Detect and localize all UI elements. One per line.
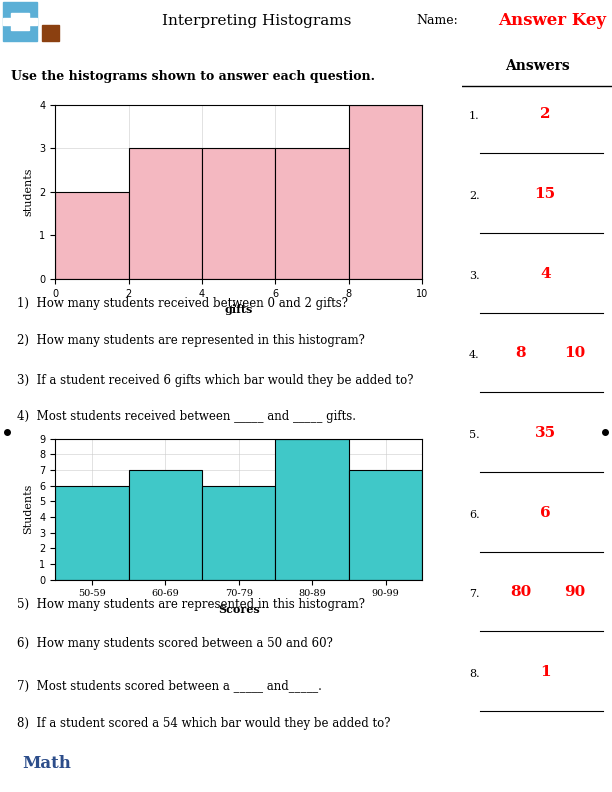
Text: 1-8  88  75  63  50  38  25  13  0: 1-8 88 75 63 50 38 25 13 0 <box>456 759 603 767</box>
Text: Answers: Answers <box>505 59 569 73</box>
Text: Use the histograms shown to answer each question.: Use the histograms shown to answer each … <box>10 70 375 83</box>
Text: 80: 80 <box>510 585 531 600</box>
Bar <box>55 485 129 580</box>
Bar <box>202 485 275 580</box>
Text: 4)  Most students received between _____ and _____ gifts.: 4) Most students received between _____ … <box>17 410 356 423</box>
Text: 8: 8 <box>515 346 526 360</box>
Text: 3)  If a student received 6 gifts which bar would they be added to?: 3) If a student received 6 gifts which b… <box>17 374 413 386</box>
Text: 6: 6 <box>540 506 551 520</box>
Text: 4.: 4. <box>469 350 480 360</box>
Text: 5.: 5. <box>469 430 480 440</box>
Text: 2)  How many students are represented in this histogram?: 2) How many students are represented in … <box>17 334 365 347</box>
Text: Answer Key: Answer Key <box>498 13 606 29</box>
Y-axis label: Students: Students <box>23 484 34 535</box>
Text: 6)  How many students scored between a 50 and 60?: 6) How many students scored between a 50… <box>17 637 332 650</box>
Text: 8.: 8. <box>469 669 480 680</box>
Text: 2.: 2. <box>469 191 480 201</box>
X-axis label: Scores: Scores <box>218 604 259 615</box>
Text: 4: 4 <box>540 267 551 280</box>
Text: 2: 2 <box>540 108 550 121</box>
Text: 6.: 6. <box>469 510 480 520</box>
Bar <box>55 192 129 279</box>
Bar <box>42 25 59 41</box>
Text: 8)  If a student scored a 54 which bar would they be added to?: 8) If a student scored a 54 which bar wo… <box>17 718 390 730</box>
Text: 1: 1 <box>540 665 551 680</box>
Bar <box>3 2 37 41</box>
Text: Math: Math <box>23 755 72 771</box>
Text: 1.: 1. <box>469 112 480 121</box>
Text: 7)  Most students scored between a _____ and_____.: 7) Most students scored between a _____ … <box>17 679 322 691</box>
Bar <box>11 13 29 30</box>
Text: 3.: 3. <box>469 271 480 280</box>
Text: 90: 90 <box>564 585 585 600</box>
Y-axis label: students: students <box>23 167 34 216</box>
Bar <box>349 470 422 580</box>
Text: Interpreting Histograms: Interpreting Histograms <box>162 14 352 28</box>
Bar <box>129 148 202 279</box>
Text: 15: 15 <box>535 187 556 201</box>
Bar <box>3 18 37 25</box>
Bar <box>275 439 349 580</box>
Text: 5)  How many students are represented in this histogram?: 5) How many students are represented in … <box>17 599 365 611</box>
Text: 35: 35 <box>535 426 556 440</box>
Bar <box>349 105 422 279</box>
FancyBboxPatch shape <box>0 742 99 786</box>
Text: 7.: 7. <box>469 589 480 600</box>
X-axis label: gifts: gifts <box>225 304 253 315</box>
Bar <box>202 148 275 279</box>
Text: Name:: Name: <box>416 14 458 28</box>
Text: 10: 10 <box>564 346 585 360</box>
Bar <box>129 470 202 580</box>
Text: 1: 1 <box>253 770 261 783</box>
Bar <box>275 148 349 279</box>
Text: 1)  How many students received between 0 and 2 gifts?: 1) How many students received between 0 … <box>17 298 348 310</box>
Text: www.CommonCoreSheets.com: www.CommonCoreSheets.com <box>176 750 338 759</box>
